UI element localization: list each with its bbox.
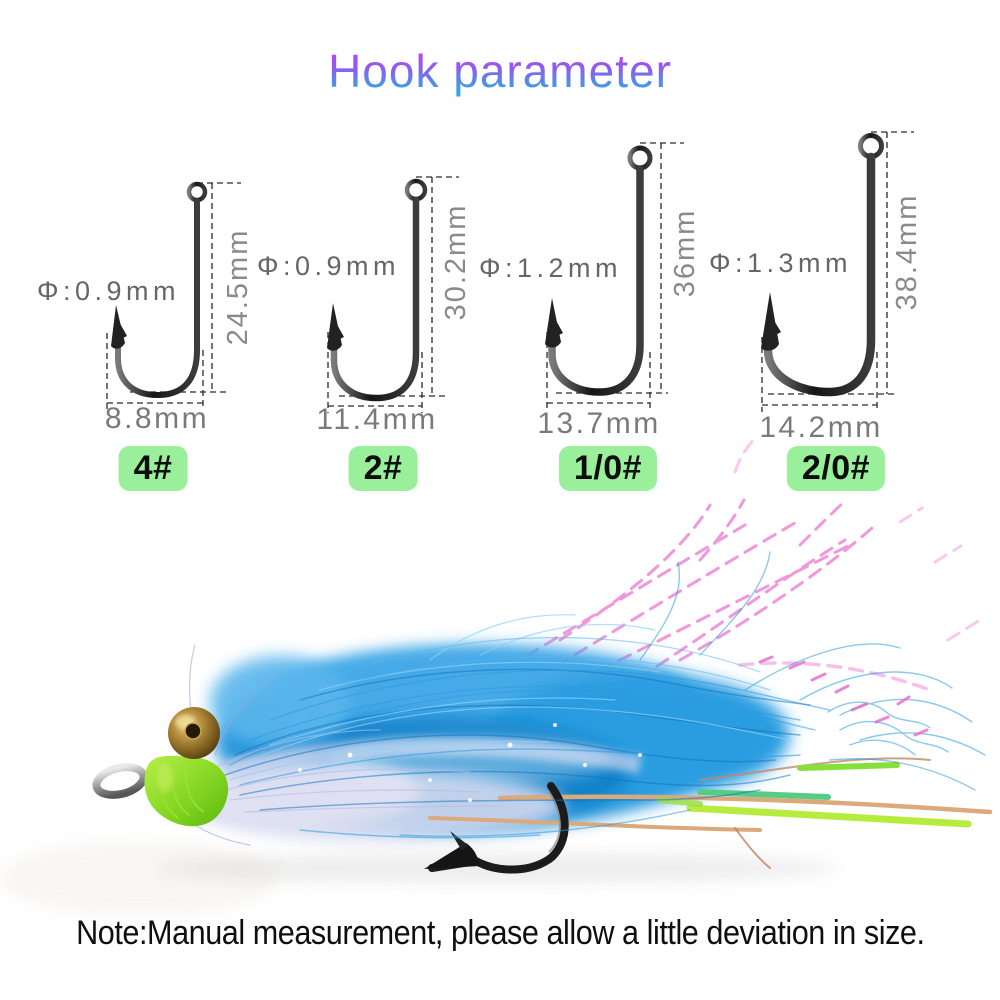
hook-2-gape-label: 11.4mm (316, 403, 437, 436)
fly-shadow (0, 840, 280, 916)
dim-line-gape (761, 337, 878, 412)
hook-diagram-4: Φ:0.9mm 24.5mm 8.8mm (37, 181, 254, 435)
hook-1-0-length-label: 36mm (669, 209, 701, 298)
measurement-note: Note:Manual measurement, please allow a … (0, 914, 1000, 953)
hook-2-0-gape-label: 14.2mm (759, 411, 882, 444)
hook-point (761, 292, 779, 351)
hook-wire (763, 152, 876, 397)
hook-2-0-size-badge: 2/0# (786, 446, 886, 491)
fly-bead-hole (184, 722, 202, 740)
fly-rubber-legs (657, 762, 972, 828)
hook-wire (115, 198, 200, 399)
hook-1-0-size-badge: 1/0# (558, 446, 658, 491)
fly-hook-bend (424, 782, 569, 874)
hook-barb (334, 319, 344, 341)
hook-diagram-2-0: Φ:1.3mm 38.4mm 14.2mm (709, 131, 923, 444)
hook-1-0-wire-diameter-label: Φ:1.2mm (479, 253, 622, 283)
dim-line-gape (106, 333, 204, 410)
hook-point (545, 298, 561, 348)
hook-2-0-length-label: 38.4mm (891, 194, 923, 311)
hook-2-wire-diameter-label: Φ:0.9mm (257, 251, 400, 281)
hook-eye (186, 181, 208, 203)
fly-hook-eye-ring (92, 763, 148, 799)
hook-4-gape-label: 8.8mm (105, 402, 209, 435)
hook-barb (117, 318, 127, 340)
fly-lure-photo (0, 436, 993, 916)
fly-sparkles (298, 723, 642, 802)
hook-diagram-1-0: Φ:1.2mm 36mm 13.7mm (479, 142, 701, 440)
hook-2-length-label: 30.2mm (440, 204, 472, 321)
hook-point (327, 303, 342, 351)
fly-fiber-strokes (164, 551, 986, 846)
fly-pink-flecks (758, 655, 929, 737)
fly-tan-strands (428, 757, 993, 869)
hook-wire (548, 165, 644, 396)
hook-2-size-badge: 2# (348, 446, 418, 491)
hook-eye (404, 178, 428, 202)
hook-1-0-gape-label: 13.7mm (537, 407, 660, 440)
hook-4-wire-diameter-label: Φ:0.9mm (37, 276, 180, 306)
hook-2-0-wire-diameter-label: Φ:1.3mm (709, 248, 852, 278)
measurement-note-text: Note:Manual measurement, please allow a … (75, 914, 925, 952)
hook-barb (553, 315, 563, 337)
hook-eye (627, 145, 653, 171)
fly-thread-highlight (157, 764, 173, 792)
hook-4-size-badge: 4# (118, 446, 188, 491)
hook-diagram-2: Φ:0.9mm 30.2mm 11.4mm (257, 176, 472, 436)
page-title: Hook parameter (0, 44, 1000, 98)
hook-wire (330, 196, 420, 402)
hook-4-length-label: 24.5mm (222, 229, 254, 346)
fly-head (92, 707, 229, 827)
hook-barb (770, 314, 781, 337)
